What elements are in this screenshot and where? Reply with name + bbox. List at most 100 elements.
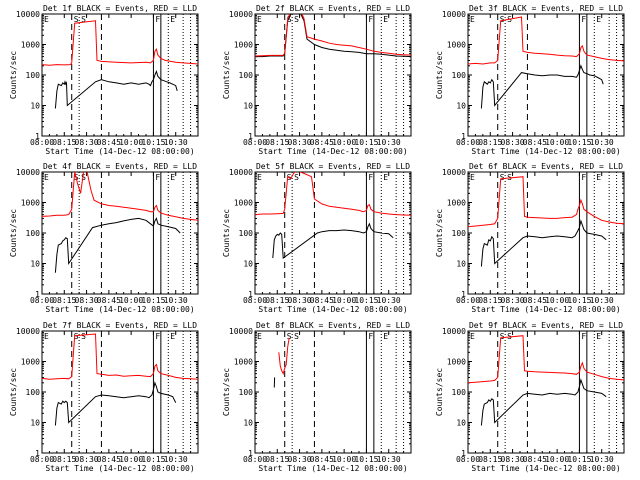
plot-frame <box>254 171 412 295</box>
x-tick-label: 08:15 <box>478 296 502 305</box>
x-tick-label: 08:30 <box>288 296 312 305</box>
x-tick-label: 08:45 <box>97 296 121 305</box>
marker-label: S <box>294 173 299 182</box>
marker-label: E <box>383 173 388 182</box>
y-tick-label: 10 <box>243 260 253 269</box>
x-tick-label: 10:30 <box>590 455 614 464</box>
x-tick-label: 08:00 <box>30 296 54 305</box>
y-tick-label: 1 <box>461 449 466 458</box>
chart-title: Det 2f BLACK = Events, RED = LLD <box>256 4 410 13</box>
y-tick-label: 1000 <box>447 41 466 50</box>
series-group <box>42 20 198 109</box>
marker-label: S <box>74 15 79 24</box>
series-line-lld <box>42 20 198 66</box>
y-tick-label: 10000 <box>229 327 253 336</box>
series-line-events <box>255 14 411 58</box>
marker-label: E <box>383 15 388 24</box>
x-tick-label: 10:15 <box>354 296 378 305</box>
y-tick-label: 1 <box>461 132 466 141</box>
x-tick-label: 10:30 <box>377 455 401 464</box>
marker-label: F <box>368 15 373 24</box>
x-tick-label: 10:15 <box>354 138 378 147</box>
x-tick-label: 10:30 <box>377 138 401 147</box>
marker-label: S <box>500 15 505 24</box>
y-tick-label: 1000 <box>21 41 40 50</box>
y-tick-label: 10000 <box>442 327 466 336</box>
panel-7: Det 7f BLACK = Events, RED = LLD 1 10 100 10… <box>9 321 199 473</box>
y-tick-label: 10 <box>30 260 40 269</box>
panel-2: Det 2f BLACK = Events, RED = LLD 1 10 100 10… <box>222 4 412 156</box>
y-tick-label: 1 <box>461 290 466 299</box>
y-axis-label: Counts/sec <box>435 51 444 99</box>
y-tick-label: 100 <box>26 71 41 80</box>
y-tick-label: 1000 <box>21 358 40 367</box>
x-tick-label: 08:15 <box>265 455 289 464</box>
y-tick-label: 1 <box>35 290 40 299</box>
series-line-lld <box>42 333 198 380</box>
y-tick-label: 1 <box>35 132 40 141</box>
y-axis-label: Counts/sec <box>222 51 231 99</box>
x-tick-label: 08:00 <box>456 296 480 305</box>
series-line-lld <box>468 16 624 65</box>
panel-1: Det 1f BLACK = Events, RED = LLD 1 10 100 10… <box>9 4 199 156</box>
x-tick-label: 08:30 <box>75 455 99 464</box>
y-tick-label: 10000 <box>442 168 466 177</box>
y-tick-label: 10 <box>243 102 253 111</box>
x-tick-label: 08:45 <box>523 455 547 464</box>
panel-9: Det 9f BLACK = Events, RED = LLD 1 10 100 10… <box>435 321 625 473</box>
series-line-events <box>54 217 181 273</box>
marker-label: E <box>44 15 49 24</box>
y-tick-label: 10000 <box>229 10 253 19</box>
x-tick-label: 10:15 <box>354 455 378 464</box>
y-tick-label: 1 <box>248 132 253 141</box>
marker-label: S <box>287 332 292 341</box>
x-tick-label: 08:30 <box>501 455 525 464</box>
chart-title: Det 5f BLACK = Events, RED = LLD <box>256 162 410 171</box>
marker-label: E <box>470 332 475 341</box>
chart-title: Det 7f BLACK = Events, RED = LLD <box>43 321 197 330</box>
y-tick-label: 1 <box>248 290 253 299</box>
marker-label: F <box>581 15 586 24</box>
series-line-lld <box>42 172 198 221</box>
marker-label: F <box>581 332 586 341</box>
x-tick-label: 10:00 <box>545 138 569 147</box>
x-tick-label: 08:00 <box>243 138 267 147</box>
marker-label: S <box>500 173 505 182</box>
y-axis-label: Counts/sec <box>222 368 231 416</box>
marker-label: F <box>368 332 373 341</box>
marker-label: S <box>500 332 505 341</box>
x-axis-label: Start Time (14-Dec-12 08:00:00) <box>471 305 620 314</box>
marker-label: E <box>596 332 601 341</box>
x-tick-label: 08:15 <box>52 138 76 147</box>
marker-label: E <box>170 173 175 182</box>
series-group <box>42 172 198 273</box>
series-group <box>255 14 411 58</box>
x-tick-label: 08:15 <box>478 138 502 147</box>
panel-4: Det 4f BLACK = Events, RED = LLD 1 10 100 10… <box>9 162 199 314</box>
series-group <box>468 176 624 267</box>
chart-title: Det 4f BLACK = Events, RED = LLD <box>43 162 197 171</box>
y-tick-label: 10000 <box>16 168 40 177</box>
y-tick-label: 10 <box>456 102 466 111</box>
series-line-lld <box>468 176 624 228</box>
x-axis-label: Start Time (14-Dec-12 08:00:00) <box>45 464 194 473</box>
series-line-events <box>480 378 607 426</box>
plot-frame <box>467 171 625 295</box>
series-group <box>468 335 624 426</box>
x-tick-label: 10:00 <box>119 455 143 464</box>
plot-frame <box>254 13 412 137</box>
panel-3: Det 3f BLACK = Events, RED = LLD 1 10 100 10… <box>435 4 625 156</box>
panel-8: Det 8f BLACK = Events, RED = LLD 1 10 100 10… <box>222 321 412 473</box>
chart-title: Det 3f BLACK = Events, RED = LLD <box>469 4 623 13</box>
marker-label: E <box>44 332 49 341</box>
marker-label: F <box>155 173 160 182</box>
y-tick-label: 100 <box>239 388 254 397</box>
y-tick-label: 100 <box>239 71 254 80</box>
x-axis-label: Start Time (14-Dec-12 08:00:00) <box>471 147 620 156</box>
x-tick-label: 08:45 <box>310 296 334 305</box>
x-tick-label: 10:30 <box>377 296 401 305</box>
x-tick-label: 08:15 <box>478 455 502 464</box>
x-tick-label: 08:30 <box>501 138 525 147</box>
marker-label: S <box>294 15 299 24</box>
series-line-lld <box>468 335 624 384</box>
